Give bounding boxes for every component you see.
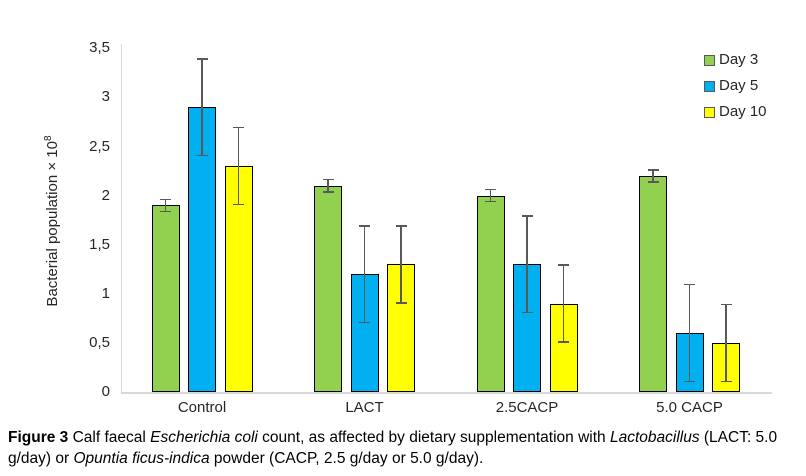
y-axis-title: Bacterial population × 108 [43, 71, 61, 371]
caption-text: powder (CACP, 2.5 g/day or 5.0 g/day). [209, 450, 484, 467]
y-tick-label: 2,5 [89, 137, 110, 155]
error-bar-bottom-cap [720, 380, 732, 383]
error-bar-bottom-cap [160, 210, 171, 213]
bar-day-10-control [224, 166, 253, 392]
error-bar-bottom-cap [647, 181, 659, 183]
error-bar [327, 178, 329, 193]
x-axis-line [121, 392, 772, 394]
error-bar-top-cap [359, 225, 370, 227]
error-bar-top-cap [521, 215, 533, 217]
y-axis-title-exponent: 8 [43, 135, 54, 142]
x-category-label: Control [177, 399, 227, 416]
caption-text: count, as affected by dietary supplement… [257, 429, 610, 446]
y-axis-title-text: Bacterial population × 10 [44, 141, 61, 307]
error-bar-top-cap [485, 188, 496, 191]
caption-species-name: Escherichia coli [150, 429, 258, 446]
chart-legend: Day 3 Day 5 Day 10 [704, 52, 767, 120]
error-bar [400, 225, 402, 304]
legend-item-day-5: Day 5 [704, 78, 767, 94]
bar-day-3-lact [314, 185, 342, 392]
bar-day-3-5.0-cacp [639, 175, 667, 392]
caption-figure-number: Figure 3 [8, 429, 69, 446]
y-tick-label: 0,5 [89, 333, 110, 351]
error-bar [526, 215, 528, 314]
error-bar [201, 58, 203, 157]
error-bar-bottom-cap [558, 341, 569, 343]
legend-label: Day 10 [719, 103, 767, 120]
error-bar [562, 264, 565, 343]
y-tick-label: 3,5 [89, 39, 110, 57]
error-bar [652, 169, 654, 183]
error-bar-top-cap [233, 126, 244, 129]
bar-chart: 0 0,5 1 1,5 2 2,5 3 3,5 Control LACT 2.5CACP 5.0 CA… [89, 39, 772, 416]
error-bar [164, 198, 167, 213]
bar-day-3-control [151, 205, 180, 392]
error-bar-bottom-cap [322, 191, 334, 193]
y-tick-label: 3 [101, 88, 110, 106]
caption-text: Calf faecal [68, 429, 151, 446]
x-category-label: 5.0 CACP [656, 399, 723, 416]
legend-swatch-icon [704, 80, 715, 92]
error-bar-bottom-cap [233, 203, 244, 206]
error-bar [725, 303, 727, 383]
figure-caption: Figure 3 Calf faecal Escherichia coli co… [8, 427, 800, 469]
error-bar-bottom-cap [395, 302, 407, 304]
legend-item-day-3: Day 3 [704, 52, 767, 68]
error-bar [489, 188, 492, 203]
error-bar [237, 126, 240, 206]
error-bar-top-cap [684, 283, 695, 286]
bar-day-3-2.5cacp [476, 195, 505, 392]
caption-species-name: Opuntia ficus-indica [73, 450, 210, 467]
error-bar [688, 283, 691, 383]
x-category-label: LACT [345, 399, 384, 416]
caption-text: (LACT: 5.0 g/day) or [8, 429, 778, 467]
error-bar-top-cap [196, 58, 208, 60]
y-tick-label: 0 [101, 383, 110, 400]
error-bar-bottom-cap [521, 311, 533, 314]
error-bar-top-cap [558, 264, 569, 266]
error-bar-top-cap [322, 178, 334, 181]
legend-swatch-icon [704, 54, 715, 66]
error-bar-top-cap [395, 225, 407, 227]
legend-label: Day 3 [719, 51, 759, 68]
x-category-label: 2.5CACP [495, 399, 559, 416]
caption-species-name: Lactobacillus [609, 429, 700, 446]
error-bar-top-cap [160, 198, 171, 201]
error-bar-bottom-cap [485, 200, 496, 203]
y-tick-label: 1 [101, 284, 110, 302]
legend-label: Day 5 [719, 77, 759, 94]
error-bar-top-cap [720, 303, 732, 306]
error-bar-bottom-cap [359, 321, 370, 324]
bar-day-5-2.5cacp [513, 264, 541, 392]
legend-item-day-10: Day 10 [704, 104, 767, 120]
y-tick-label: 2 [101, 186, 110, 204]
y-axis-line [121, 44, 122, 392]
error-bar-top-cap [647, 169, 659, 171]
y-tick-label: 1,5 [89, 235, 110, 253]
error-bar-bottom-cap [684, 380, 695, 383]
legend-swatch-icon [704, 106, 715, 118]
error-bar [363, 225, 366, 324]
error-bar-bottom-cap [196, 154, 208, 157]
